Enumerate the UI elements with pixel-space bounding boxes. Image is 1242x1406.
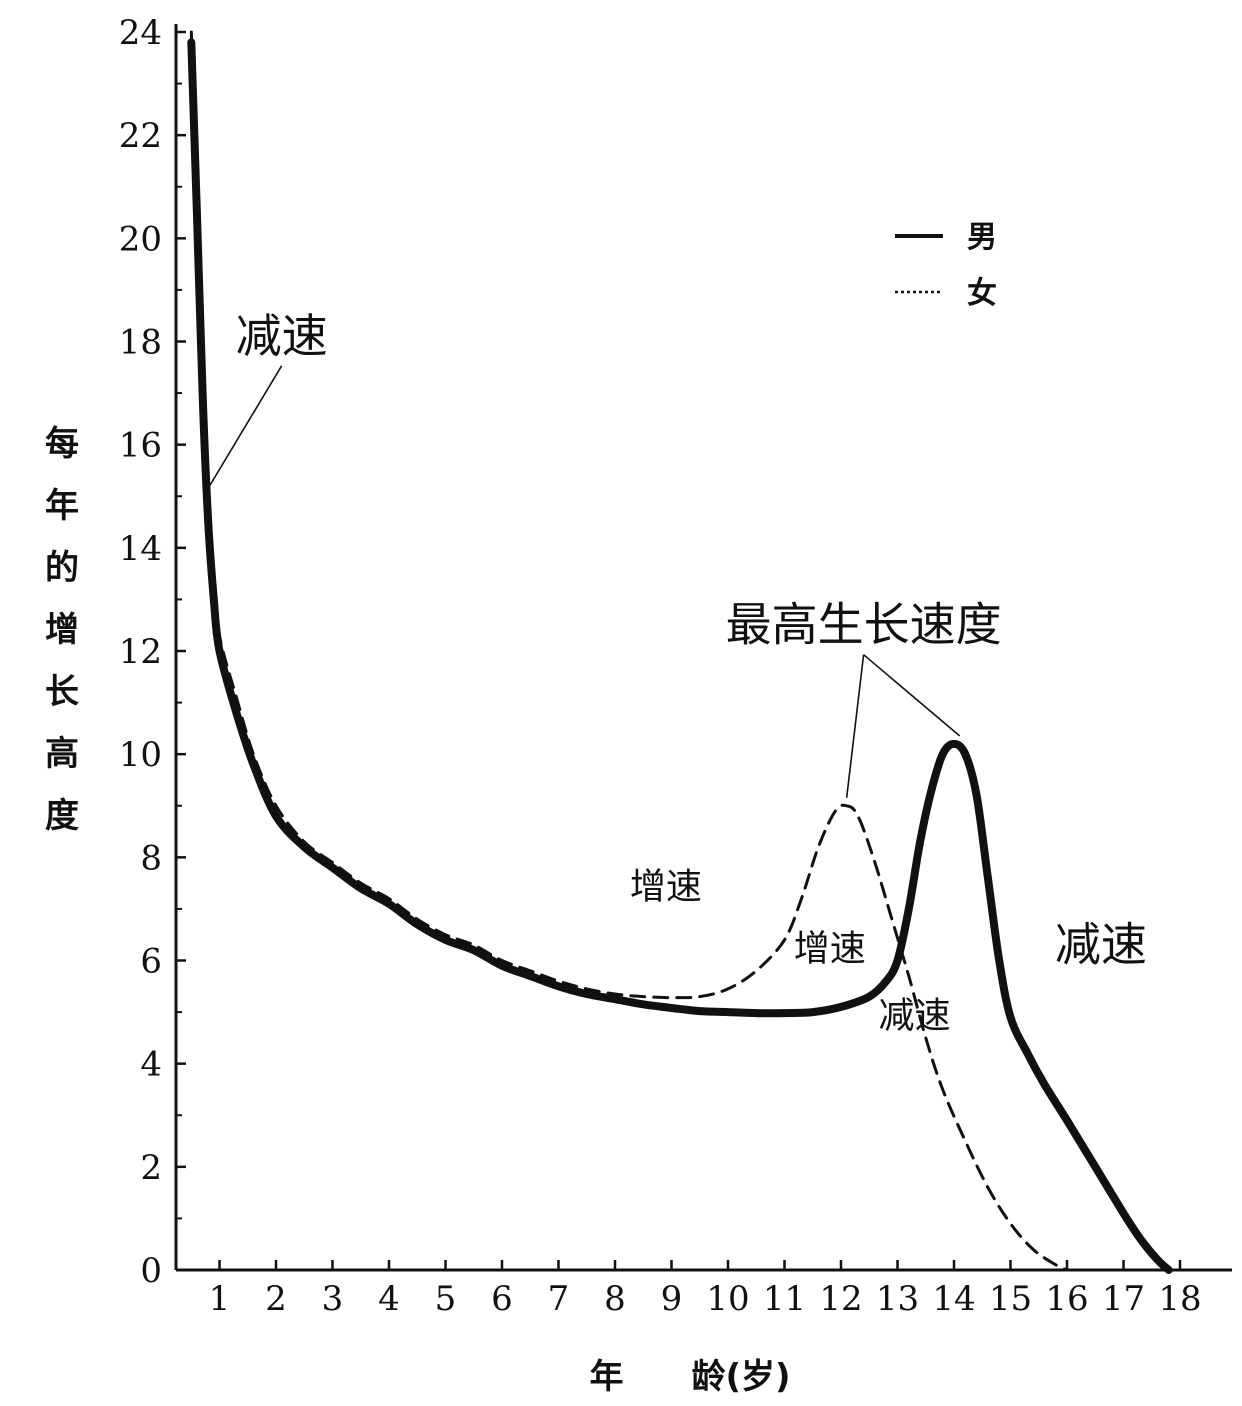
- y-tick-label: 0: [140, 1251, 162, 1291]
- x-tick-label: 7: [548, 1279, 570, 1319]
- x-tick-label: 2: [265, 1279, 287, 1319]
- y-tick-label: 20: [119, 219, 162, 259]
- x-tick-label: 9: [661, 1279, 683, 1319]
- annotation-label: 减速: [878, 996, 950, 1037]
- x-tick-label: 13: [876, 1279, 919, 1319]
- y-axis-title-char: 的: [45, 548, 79, 588]
- x-tick-label: 5: [435, 1279, 457, 1319]
- y-tick-label: 22: [119, 116, 162, 156]
- x-tick-label: 10: [706, 1279, 749, 1319]
- annotation-label: 增速: [794, 929, 866, 970]
- x-tick-label: 11: [763, 1279, 806, 1319]
- y-axis-title-char: 每: [45, 424, 79, 464]
- y-tick-label: 6: [140, 942, 162, 982]
- x-tick-label: 6: [491, 1279, 513, 1319]
- y-tick-label: 14: [119, 529, 162, 569]
- x-axis-title: 年 龄(岁): [589, 1357, 790, 1397]
- y-axis-title-char: 度: [45, 796, 79, 836]
- x-tick-label: 17: [1102, 1279, 1145, 1319]
- y-tick-label: 2: [140, 1148, 162, 1188]
- annotation-pointer: [863, 654, 961, 737]
- x-tick-label: 3: [322, 1279, 344, 1319]
- annotation-label: 减速: [236, 309, 328, 363]
- x-tick-label: 4: [378, 1279, 400, 1319]
- x-tick-label: 8: [604, 1279, 626, 1319]
- x-tick-label: 12: [819, 1279, 862, 1319]
- y-tick-label: 16: [119, 426, 162, 466]
- annotation-pointer: [207, 365, 283, 489]
- annotation-label: 最高生长速度: [726, 598, 1002, 652]
- y-tick-label: 8: [140, 838, 162, 878]
- y-axis-title-char: 长: [45, 672, 79, 712]
- y-tick-label: 10: [119, 735, 162, 775]
- x-tick-label: 14: [932, 1279, 975, 1319]
- y-tick-label: 24: [119, 13, 162, 53]
- series-lines: [187, 30, 1173, 1274]
- x-tick-label: 15: [989, 1279, 1032, 1319]
- x-tick-label: 16: [1045, 1279, 1088, 1319]
- annotation-label: 增速: [630, 867, 702, 908]
- x-tick-label: 18: [1158, 1279, 1201, 1319]
- legend-label: 女: [967, 276, 997, 311]
- x-axis-ticks: 1 2 3 4 5 6 7 8 9 10 11 12 13 14 15 16 17 18: [209, 1260, 1202, 1319]
- y-tick-label: 18: [119, 323, 162, 363]
- legend-label: 男: [967, 220, 997, 255]
- y-tick-label: 4: [140, 1045, 162, 1085]
- y-axis-title-char: 增: [45, 610, 79, 650]
- axes: [174, 24, 1232, 1272]
- x-tick-label: 1: [209, 1279, 231, 1319]
- annotation-label: 减速: [1055, 918, 1147, 972]
- legend: 男女: [895, 220, 997, 311]
- y-axis-title-char: 年: [45, 486, 79, 526]
- y-tick-label: 12: [119, 632, 162, 672]
- series-line-male: [187, 38, 1173, 1274]
- series-line-female: [189, 30, 1069, 1272]
- y-axis-title-char: 高: [45, 734, 79, 774]
- annotation-pointer: [845, 654, 865, 798]
